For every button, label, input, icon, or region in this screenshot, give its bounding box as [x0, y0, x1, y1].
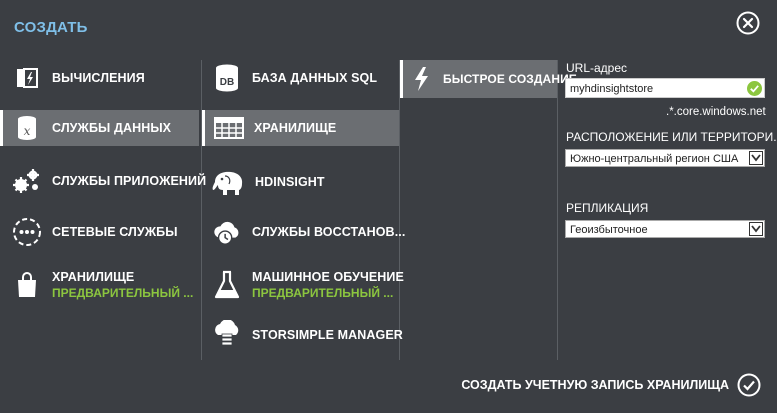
service-machine-learning[interactable]: МАШИННОЕ ОБУЧЕНИЕ ПРЕДВАРИТЕЛЬНЫЙ ... [212, 265, 404, 305]
category-label: ВЫЧИСЛЕНИЯ [52, 71, 145, 85]
url-value: myhdinsightstore [570, 83, 654, 95]
service-label: МАШИННОЕ ОБУЧЕНИЕ [252, 270, 404, 284]
category-network-services[interactable]: СЕТЕВЫЕ СЛУЖБЫ [12, 216, 198, 248]
create-storage-account-button[interactable]: СОЗДАТЬ УЧЕТНУЮ ЗАПИСЬ ХРАНИЛИЩА [461, 373, 761, 397]
replication-label: РЕПЛИКАЦИЯ [566, 201, 649, 215]
elephant-icon [209, 167, 245, 197]
store-bag-icon [12, 270, 42, 300]
recovery-cloud-icon [212, 217, 242, 247]
replication-value: Геоизбыточное [570, 224, 648, 236]
category-store[interactable]: ХРАНИЛИЩЕ ПРЕДВАРИТЕЛЬНЫЙ ... [12, 265, 198, 305]
checkmark-icon [737, 373, 761, 397]
service-hdinsight[interactable]: HDINSIGHT [209, 166, 398, 198]
service-storage[interactable]: ХРАНИЛИЩЕ [202, 110, 399, 146]
service-storsimple[interactable]: STORSIMPLE MANAGER [212, 318, 403, 352]
network-icon [12, 217, 42, 247]
service-label: STORSIMPLE MANAGER [252, 328, 403, 342]
gears-icon [12, 166, 42, 196]
preview-label: ПРЕДВАРИТЕЛЬНЫЙ ... [52, 286, 194, 300]
quick-create[interactable]: БЫСТРОЕ СОЗДАНИЕ [400, 60, 577, 98]
category-compute[interactable]: ВЫЧИСЛЕНИЯ [12, 62, 198, 94]
service-recovery[interactable]: СЛУЖБЫ ВОССТАНОВ... [212, 216, 405, 248]
column-divider [201, 60, 202, 360]
category-label: СЛУЖБЫ ДАННЫХ [52, 121, 172, 135]
svg-text:x: x [24, 124, 31, 138]
flask-icon [212, 270, 242, 300]
quick-create-label: БЫСТРОЕ СОЗДАНИЕ [443, 72, 577, 86]
location-label: РАСПОЛОЖЕНИЕ ИЛИ ТЕРРИТОРИ... [566, 130, 777, 144]
category-app-services[interactable]: СЛУЖБЫ ПРИЛОЖЕНИЙ [12, 165, 206, 197]
service-label: БАЗА ДАННЫХ SQL [252, 71, 378, 85]
page-title: СОЗДАТЬ [14, 19, 88, 36]
category-data-services[interactable]: x СЛУЖБЫ ДАННЫХ [0, 110, 199, 146]
storage-table-icon [214, 113, 244, 143]
location-value: Южно-центральный регион США [570, 153, 739, 165]
location-select[interactable]: Южно-центральный регион США [565, 149, 765, 167]
column-divider [399, 60, 400, 360]
url-input[interactable]: myhdinsightstore [565, 78, 765, 98]
close-icon [736, 11, 760, 35]
service-label: HDINSIGHT [255, 175, 325, 189]
service-label: СЛУЖБЫ ВОССТАНОВ... [252, 225, 406, 239]
replication-select[interactable]: Геоизбыточное [565, 220, 765, 238]
storsimple-icon [212, 320, 242, 350]
chevron-down-icon [749, 222, 763, 236]
create-label: СОЗДАТЬ УЧЕТНУЮ ЗАПИСЬ ХРАНИЛИЩА [461, 378, 729, 392]
data-services-icon: x [12, 113, 42, 143]
close-button[interactable] [736, 11, 760, 35]
lightning-icon [409, 64, 433, 94]
compute-icon [12, 63, 42, 93]
url-label: URL-адрес [566, 61, 628, 75]
valid-check-icon [747, 81, 762, 96]
category-label: СЕТЕВЫЕ СЛУЖБЫ [52, 225, 178, 239]
service-label: ХРАНИЛИЩЕ [254, 121, 337, 135]
column-divider [557, 60, 558, 360]
url-suffix: .*.core.windows.net [666, 106, 766, 118]
svg-text:DB: DB [220, 77, 234, 88]
chevron-down-icon [749, 151, 763, 165]
service-sql-database[interactable]: DB БАЗА ДАННЫХ SQL [212, 62, 398, 94]
category-label: СЛУЖБЫ ПРИЛОЖЕНИЙ [52, 174, 207, 188]
category-label: ХРАНИЛИЩЕ [52, 270, 135, 284]
preview-label: ПРЕДВАРИТЕЛЬНЫЙ ... [252, 286, 394, 300]
database-icon: DB [212, 63, 242, 93]
